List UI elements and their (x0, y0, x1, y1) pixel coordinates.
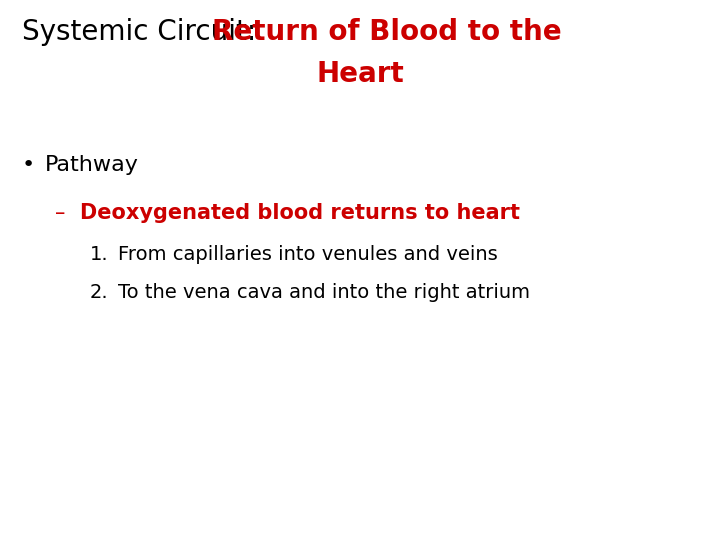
Text: •: • (22, 155, 35, 175)
Text: To the vena cava and into the right atrium: To the vena cava and into the right atri… (118, 283, 530, 302)
Text: Deoxygenated blood returns to heart: Deoxygenated blood returns to heart (80, 203, 520, 223)
Text: 1.: 1. (90, 245, 109, 264)
Text: From capillaries into venules and veins: From capillaries into venules and veins (118, 245, 498, 264)
Text: Heart: Heart (316, 60, 404, 88)
Text: Systemic Circuit:: Systemic Circuit: (22, 18, 265, 46)
Text: Pathway: Pathway (45, 155, 139, 175)
Text: Return of Blood to the: Return of Blood to the (212, 18, 562, 46)
Text: –: – (55, 203, 66, 223)
Text: 2.: 2. (90, 283, 109, 302)
